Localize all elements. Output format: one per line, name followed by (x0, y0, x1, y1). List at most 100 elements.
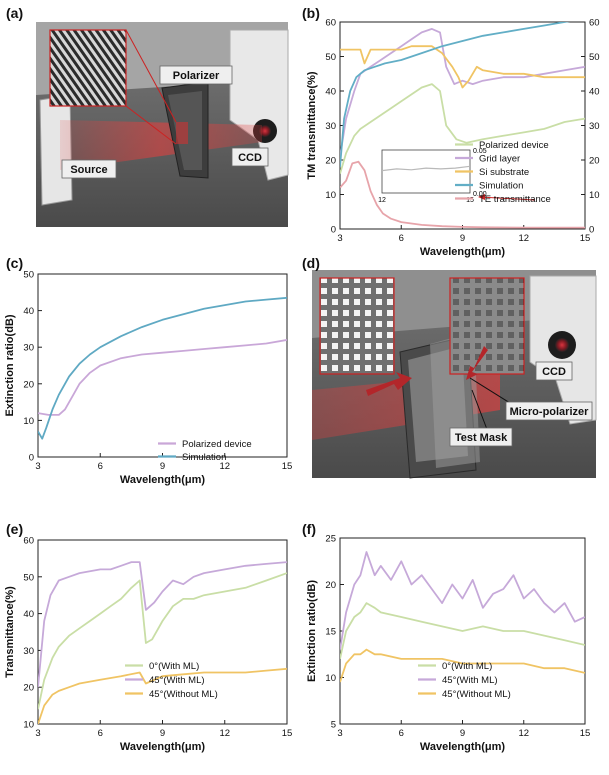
panel-d-illustration: CCD Micro-polarizer Test Mask (312, 270, 597, 479)
y-tick-label: 40 (23, 609, 34, 620)
y-tick-label: 0 (331, 225, 336, 236)
panel-letter-d: (d) (302, 255, 320, 271)
chart-c: (c) 3 6 9 12 15 0 10 20 30 40 50 Wavelength(μm) Extin… (4, 255, 292, 486)
y2-tick-label: 10 (589, 190, 600, 201)
x-axis-title: Wavelength(μm) (120, 741, 205, 753)
test-mask-label-box (449, 427, 513, 447)
y-tick-label: 0 (29, 453, 34, 464)
y-tick-label: 50 (325, 52, 336, 63)
y-tick-label: 10 (23, 416, 34, 427)
x-tick-label: 3 (35, 461, 40, 472)
legend-entry: Polarized device (182, 439, 252, 450)
chart-b: (b)3 6 9 12 1501020304050600102030405060Wave… (302, 5, 600, 258)
series-line-45-without-ml- (340, 648, 585, 683)
y-axis-title: Extinction ratio(dB) (4, 314, 16, 416)
x-tick-label: 12 (518, 728, 529, 739)
series-line-0-with-ml- (340, 602, 585, 660)
legend-entry: Grid layer (479, 154, 520, 165)
inset-y-tick-label: 0.00 (473, 191, 487, 198)
y-tick-label: 5 (331, 720, 336, 731)
arrow-right (466, 346, 488, 380)
inset-pointer-arrow (478, 194, 485, 200)
x-tick-label: 3 (337, 233, 342, 244)
polarizer-label: Polarizer (173, 70, 220, 82)
ccd-lens-d (555, 338, 569, 352)
y-tick-label: 25 (325, 534, 336, 545)
series-line-grid-layer (340, 28, 585, 157)
x-tick-label: 6 (399, 728, 404, 739)
y-tick-label: 50 (23, 270, 34, 281)
y-tick-label: 20 (23, 379, 34, 390)
x-axis-title: Wavelength(μm) (420, 246, 505, 258)
y-tick-label: 30 (23, 646, 34, 657)
legend-entry: Polarized device (479, 140, 549, 151)
legend-entry: 45°(With ML) (442, 675, 498, 686)
y-tick-label: 30 (325, 121, 336, 132)
y2-tick-label: 30 (589, 121, 600, 132)
legend-entry: 0°(With ML) (149, 661, 199, 672)
y-tick-label: 60 (325, 18, 336, 29)
light-beam (60, 120, 262, 170)
inset-pointer (479, 196, 536, 201)
x-tick-label: 6 (98, 728, 103, 739)
series-line-simulation (340, 22, 571, 167)
legend-entry: 0°(With ML) (442, 661, 492, 672)
y-tick-label: 50 (23, 572, 34, 583)
series-line-45-with-ml- (38, 561, 287, 688)
chart-e: (e) 3 6 9 12 15 10 20 30 40 50 60 Wavelength(μm) Tran… (4, 521, 292, 753)
micro-polarizer-label-box (505, 401, 593, 421)
legend-entry: 45°(Without ML) (442, 689, 511, 700)
inset-x-tick-label: 12 (378, 197, 386, 204)
y-tick-label: 15 (325, 627, 336, 638)
source-label-box (61, 159, 117, 179)
x-tick-label: 15 (282, 728, 293, 739)
x-tick-label: 15 (580, 728, 591, 739)
legend-entry: TE transmittance (479, 194, 551, 205)
x-tick-label: 9 (160, 461, 165, 472)
y-tick-label: 20 (325, 156, 336, 167)
series-line-si-substrate (340, 45, 585, 89)
y-tick-label: 10 (325, 673, 336, 684)
ccd-label-box (231, 147, 269, 167)
y-tick-label: 20 (325, 580, 336, 591)
y-axis-title: Extinction ratio(dB) (306, 580, 318, 682)
panel-letter-f: (f) (302, 521, 316, 537)
ccd-label-d: CCD (542, 366, 566, 378)
x-tick-label: 9 (460, 728, 465, 739)
inset-x-tick-label: 15 (466, 197, 474, 204)
x-tick-label: 9 (460, 233, 465, 244)
inset-series-line (381, 165, 471, 172)
series-line-0-with-ml- (38, 572, 287, 710)
panel-letter-a: (a) (6, 5, 23, 21)
chart-f: (f) 3 6 9 12 15 5 10 15 20 25 Wavelength(μm) Extinct… (302, 521, 590, 753)
mask-zoom (319, 277, 395, 375)
y-tick-label: 10 (325, 190, 336, 201)
x-axis-title: Wavelength(μm) (420, 741, 505, 753)
legend-entry: 45°(Without ML) (149, 689, 218, 700)
micro-polarizer-label: Micro-polarizer (510, 406, 590, 418)
y2-tick-label: 50 (589, 52, 600, 63)
x-tick-label: 15 (580, 233, 591, 244)
x-tick-label: 3 (337, 728, 342, 739)
y-tick-label: 10 (23, 720, 34, 731)
series-line-te-transmittance (340, 160, 585, 229)
x-tick-label: 3 (35, 728, 40, 739)
panel-a-illustration: Polarizer CCD Source (36, 22, 289, 227)
legend-entry: Simulation (479, 181, 523, 192)
legend-entry: Si substrate (479, 167, 529, 178)
x-tick-label: 12 (219, 728, 230, 739)
grating-zoom (49, 29, 127, 107)
micro-polarizer-zoom (449, 277, 525, 375)
y-tick-label: 60 (23, 536, 34, 547)
y-axis-title: TM transmittance(%) (306, 71, 318, 180)
ccd-label: CCD (238, 152, 262, 164)
series-line-polarized-device (38, 339, 287, 416)
inset-y-tick-label: 0.05 (473, 148, 487, 155)
arrow-left (366, 372, 412, 396)
x-tick-label: 12 (219, 461, 230, 472)
y2-tick-label: 40 (589, 87, 600, 98)
series-line-simulation (38, 296, 287, 440)
x-tick-label: 15 (282, 461, 293, 472)
ccd-label-box-d (535, 361, 573, 381)
